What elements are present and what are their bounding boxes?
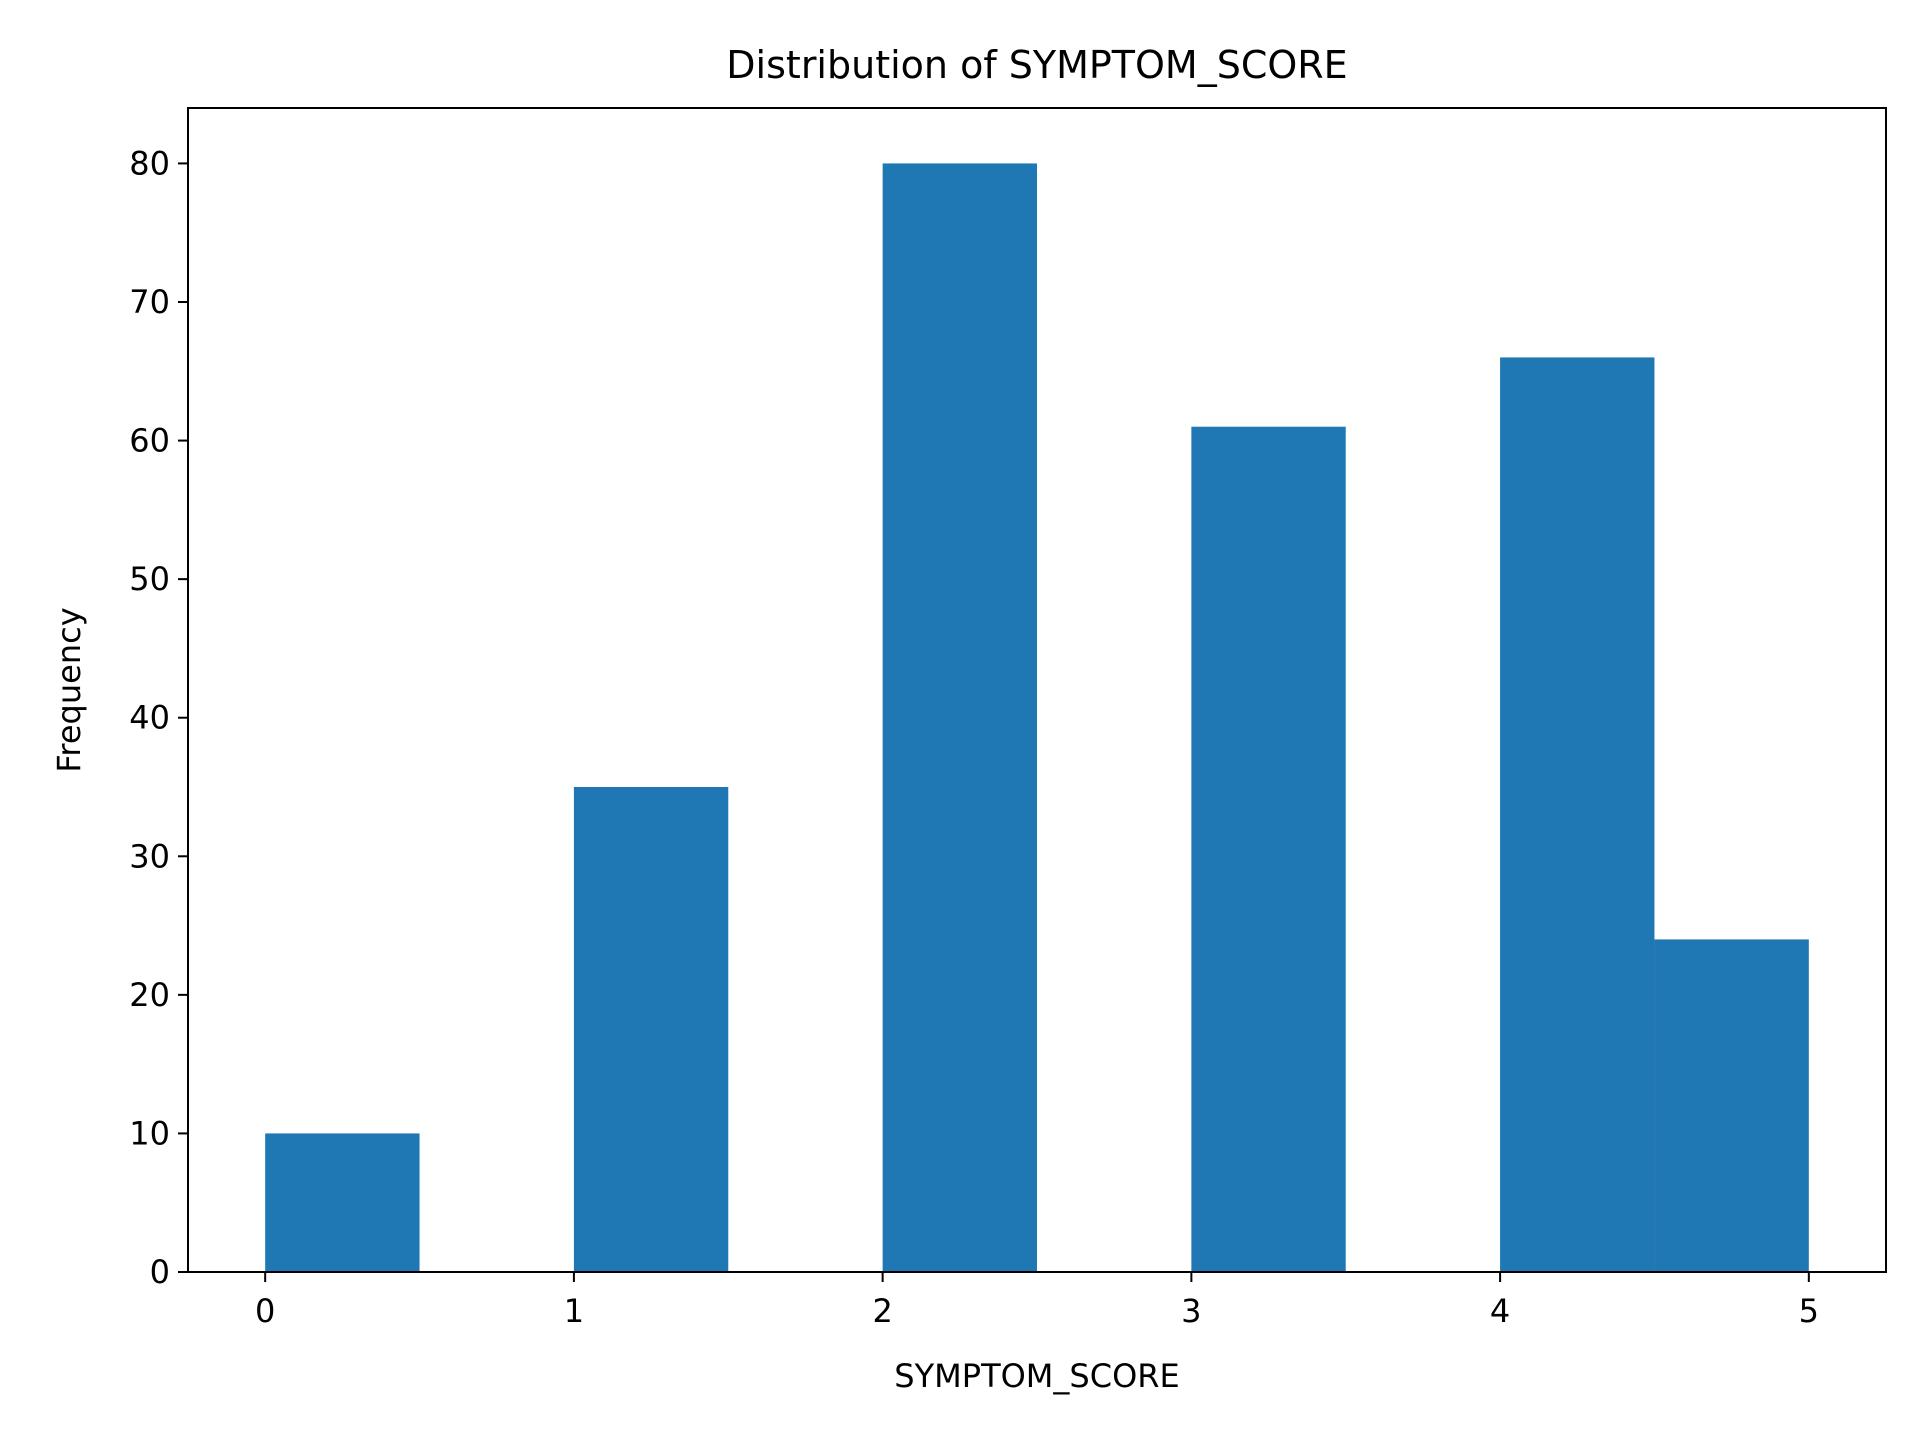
bars-group (265, 163, 1809, 1272)
chart-title: Distribution of SYMPTOM_SCORE (726, 43, 1347, 87)
histogram-bar-8 (1500, 357, 1655, 1272)
y-tick-label-0: 0 (150, 1253, 170, 1291)
y-tick-label-40: 40 (129, 699, 170, 737)
x-tick-label-2: 2 (872, 1292, 892, 1330)
x-tick-label-0: 0 (255, 1292, 275, 1330)
histogram-bar-6 (1191, 426, 1346, 1272)
histogram-bar-4 (882, 163, 1037, 1272)
y-axis-ticks: 0 10 20 30 40 50 60 70 80 (129, 144, 188, 1291)
plot-frame (187, 107, 1887, 1273)
histogram-bar-2 (573, 787, 729, 1272)
histogram-bar-0 (265, 1133, 420, 1272)
x-tick-label-5: 5 (1799, 1292, 1819, 1330)
x-axis-ticks: 0 1 2 3 4 5 (255, 1272, 1819, 1330)
x-tick-label-4: 4 (1490, 1292, 1510, 1330)
x-tick-label-3: 3 (1181, 1292, 1201, 1330)
y-axis-label: Frequency (50, 607, 88, 772)
histogram-bar-9 (1654, 939, 1809, 1272)
y-tick-label-50: 50 (129, 560, 170, 598)
y-tick-label-70: 70 (129, 283, 170, 321)
y-tick-label-20: 20 (129, 976, 170, 1014)
y-tick-label-10: 10 (129, 1114, 170, 1152)
y-tick-label-60: 60 (129, 422, 170, 460)
y-tick-label-80: 80 (129, 144, 170, 182)
x-tick-label-1: 1 (564, 1292, 584, 1330)
x-axis-label: SYMPTOM_SCORE (894, 1357, 1179, 1395)
y-tick-label-30: 30 (129, 837, 170, 875)
